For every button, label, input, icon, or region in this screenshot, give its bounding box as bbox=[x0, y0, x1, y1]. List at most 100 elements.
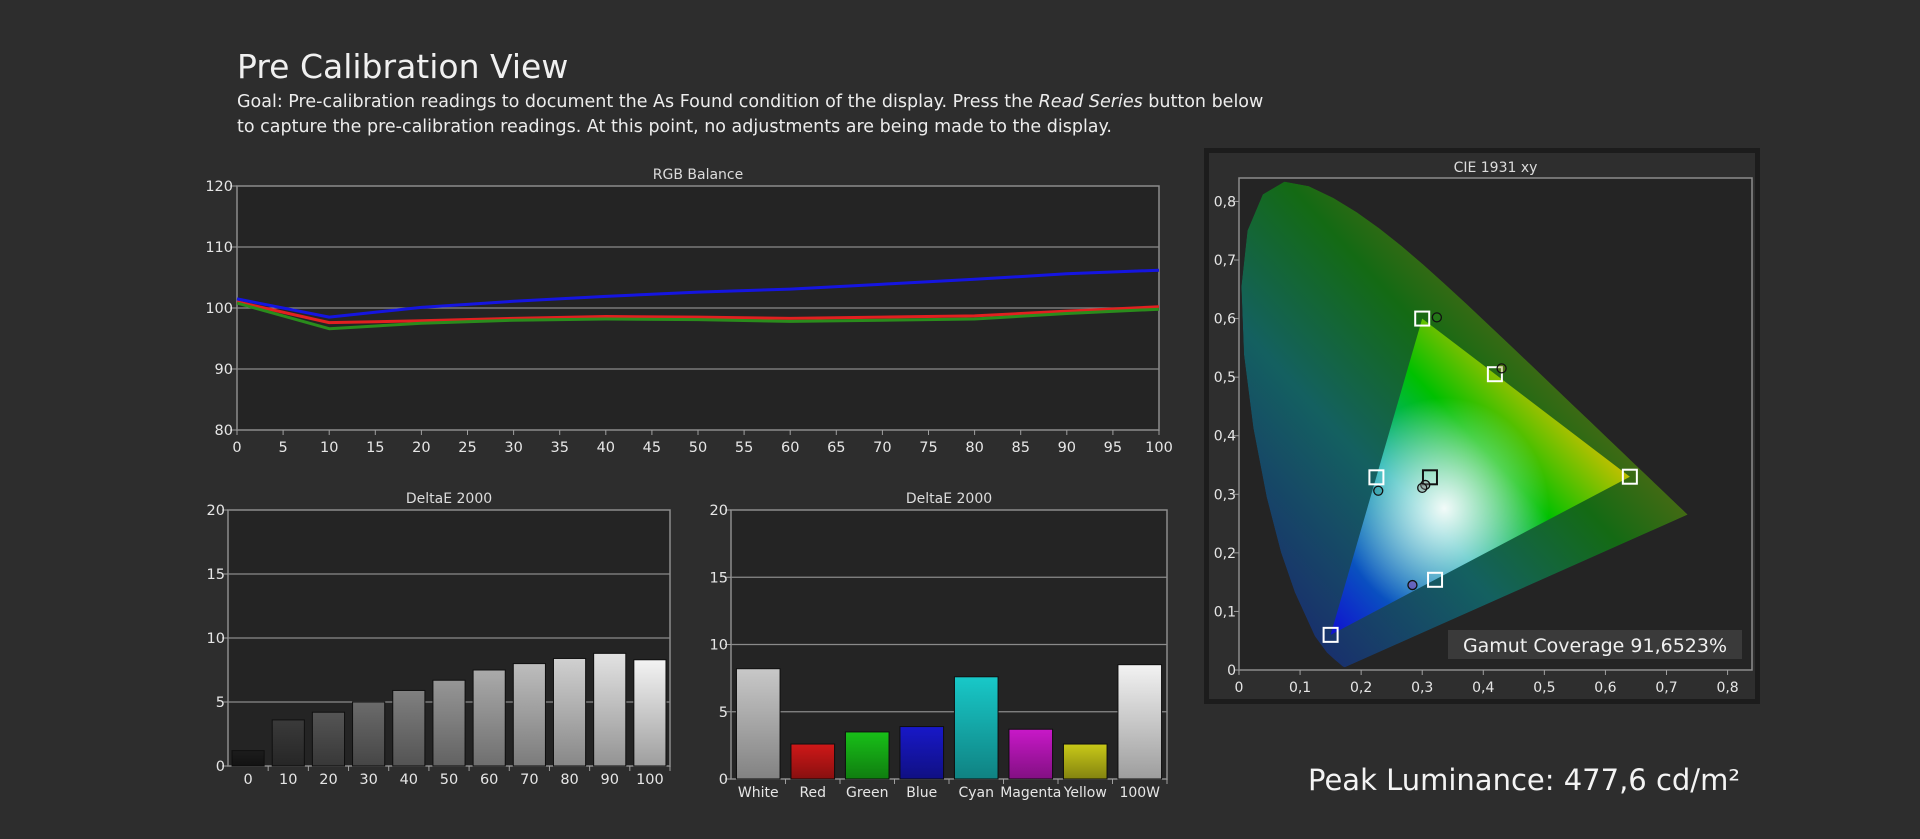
cie-target-magenta bbox=[1427, 571, 1444, 588]
rgb-chart-title: RGB Balance bbox=[653, 167, 743, 183]
rgb-x-tick-label: 70 bbox=[873, 440, 891, 456]
deltae-color-bar-shade bbox=[845, 731, 890, 779]
deltae-gray-x-tick-label: 0 bbox=[243, 772, 252, 788]
cie-measured-green bbox=[1431, 312, 1443, 323]
deltae-gray-x-tick-label: 20 bbox=[319, 772, 337, 788]
rgb-series-line-2 bbox=[236, 268, 1160, 319]
deltae-color-y-tick-label: 10 bbox=[710, 638, 728, 654]
deltae-color-y-tick-label: 0 bbox=[719, 772, 728, 788]
deltae-color-x-tick-label: Yellow bbox=[1063, 785, 1107, 801]
deltae-gray-y-tick-label: 10 bbox=[207, 631, 225, 647]
cie-title: CIE 1931 xy bbox=[1454, 160, 1538, 176]
deltae-color-bar-shade bbox=[1117, 664, 1162, 779]
rgb-x-tick-label: 75 bbox=[919, 440, 937, 456]
deltae-color-x-tick-label: Green bbox=[846, 785, 888, 801]
cie-target-green bbox=[1414, 310, 1431, 327]
cie-x-tick-label: 0,1 bbox=[1289, 680, 1311, 696]
cie-x-tick-label: 0,6 bbox=[1594, 680, 1616, 696]
cie-x-tick-label: 0,2 bbox=[1350, 680, 1372, 696]
deltae-gray-x-tick-label: 50 bbox=[440, 772, 458, 788]
deltae-gray-bar-shade bbox=[633, 659, 666, 766]
deltae-color-y-tick-label: 15 bbox=[710, 570, 728, 586]
cie-x-tick-label: 0,4 bbox=[1472, 680, 1494, 696]
page-title: Pre Calibration View bbox=[237, 47, 569, 86]
goal-text-prefix: Goal: Pre-calibration readings to docume… bbox=[237, 92, 1039, 112]
rgb-x-tick-label: 15 bbox=[366, 440, 384, 456]
rgb-x-tick-label: 85 bbox=[1011, 440, 1029, 456]
rgb-x-tick-label: 60 bbox=[781, 440, 799, 456]
deltae-color-x-tick-label: Red bbox=[799, 785, 826, 801]
cie-y-tick-label: 0,2 bbox=[1214, 546, 1236, 562]
cie-y-tick-label: 0,1 bbox=[1214, 604, 1236, 620]
rgb-x-tick-label: 100 bbox=[1145, 440, 1173, 456]
rgb-x-tick-label: 90 bbox=[1058, 440, 1076, 456]
goal-text-emphasis: Read Series bbox=[1038, 92, 1143, 112]
deltae-color-bar-shade bbox=[899, 726, 944, 779]
rgb-series-line-0 bbox=[236, 300, 1160, 325]
deltae-color-y-tick-label: 5 bbox=[719, 705, 728, 721]
cie-measured-white2 bbox=[1417, 482, 1428, 493]
deltae-color-y-tick-label: 20 bbox=[710, 503, 728, 519]
rgb-x-tick-label: 25 bbox=[458, 440, 476, 456]
deltae-gray-x-tick-label: 80 bbox=[560, 772, 578, 788]
rgb-y-tick-label: 80 bbox=[215, 423, 233, 439]
peak-luminance: Peak Luminance: 477,6 cd/m² bbox=[1308, 763, 1740, 797]
cie-locus-group bbox=[1241, 181, 1688, 668]
goal-text: Goal: Pre-calibration readings to docume… bbox=[237, 90, 1277, 140]
cie-target-blue bbox=[1322, 626, 1339, 643]
rgb-y-tick-label: 90 bbox=[215, 362, 233, 378]
cie-y-tick-label: 0,3 bbox=[1214, 487, 1236, 503]
cie-y-tick-label: 0,4 bbox=[1214, 429, 1236, 445]
cie-y-tick-label: 0,8 bbox=[1214, 194, 1236, 210]
gamut-coverage-box bbox=[1448, 630, 1742, 659]
deltae-gray-bar-shade bbox=[473, 670, 506, 766]
deltae-gray-bar-shade bbox=[432, 680, 466, 766]
deltae-gray-bar-shade bbox=[513, 663, 546, 766]
rgb-x-tick-label: 5 bbox=[278, 440, 287, 456]
deltae-color-bar-shade bbox=[790, 744, 835, 779]
deltae-color-bar-shade bbox=[954, 676, 999, 779]
deltae-color-x-tick-label: Magenta bbox=[1000, 785, 1061, 801]
rgb-x-tick-label: 95 bbox=[1104, 440, 1122, 456]
deltae-gray-bar-shade bbox=[232, 750, 265, 766]
rgb-x-tick-label: 30 bbox=[504, 440, 522, 456]
cie-measured-magenta bbox=[1407, 579, 1418, 591]
rgb-y-tick-label: 120 bbox=[205, 179, 233, 195]
deltae-gray-y-tick-label: 5 bbox=[216, 695, 225, 711]
cie-y-tick-label: 0 bbox=[1227, 663, 1236, 679]
deltae-color-title: DeltaE 2000 bbox=[906, 491, 992, 507]
cie-target-yellow bbox=[1486, 366, 1503, 383]
rgb-series-line-1 bbox=[236, 301, 1160, 331]
cie-y-tick-label: 0,5 bbox=[1214, 370, 1236, 386]
deltae-color-bar-shade bbox=[736, 668, 781, 779]
cie-measured-cyan bbox=[1373, 485, 1384, 496]
deltae-color-chart: DeltaE 2000 20 15 10 5 0 White Red Green Blue Cyan… bbox=[710, 491, 1168, 801]
gamut-coverage-label: Gamut Coverage 91,6523% bbox=[1463, 635, 1727, 657]
cie-target-cyan bbox=[1368, 469, 1385, 486]
deltae-color-x-tick-label: White bbox=[738, 785, 779, 801]
rgb-x-tick-label: 20 bbox=[412, 440, 430, 456]
cie-gamut-white bbox=[1330, 318, 1630, 635]
cie-y-tick-label: 0,7 bbox=[1214, 253, 1236, 269]
goal-text-suffix: button below to capture the pre-calibrat… bbox=[237, 92, 1264, 137]
rgb-x-tick-label: 55 bbox=[735, 440, 753, 456]
cie-x-tick-label: 0,7 bbox=[1655, 680, 1677, 696]
rgb-x-tick-label: 65 bbox=[827, 440, 845, 456]
deltae-gray-bar-shade bbox=[272, 719, 305, 766]
deltae-color-x-tick-label: Cyan bbox=[958, 785, 994, 801]
deltae-gray-x-tick-label: 100 bbox=[636, 772, 664, 788]
cie-x-tick-label: 0,8 bbox=[1716, 680, 1738, 696]
rgb-x-tick-label: 50 bbox=[689, 440, 707, 456]
deltae-gray-x-tick-label: 60 bbox=[480, 772, 498, 788]
deltae-gray-x-tick-label: 70 bbox=[520, 772, 538, 788]
cie-y-tick-label: 0,6 bbox=[1214, 312, 1236, 328]
deltae-color-x-tick-label: 100W bbox=[1119, 785, 1160, 801]
deltae-gray-y-tick-label: 15 bbox=[207, 567, 225, 583]
rgb-y-tick-label: 110 bbox=[205, 240, 233, 256]
rgb-x-tick-label: 0 bbox=[232, 440, 241, 456]
deltae-gray-bar-shade bbox=[553, 658, 586, 766]
deltae-gray-y-tick-label: 0 bbox=[216, 759, 225, 775]
